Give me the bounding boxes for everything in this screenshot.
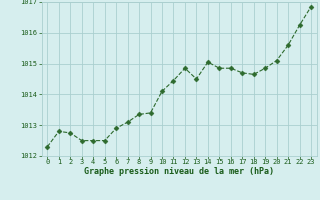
X-axis label: Graphe pression niveau de la mer (hPa): Graphe pression niveau de la mer (hPa): [84, 167, 274, 176]
